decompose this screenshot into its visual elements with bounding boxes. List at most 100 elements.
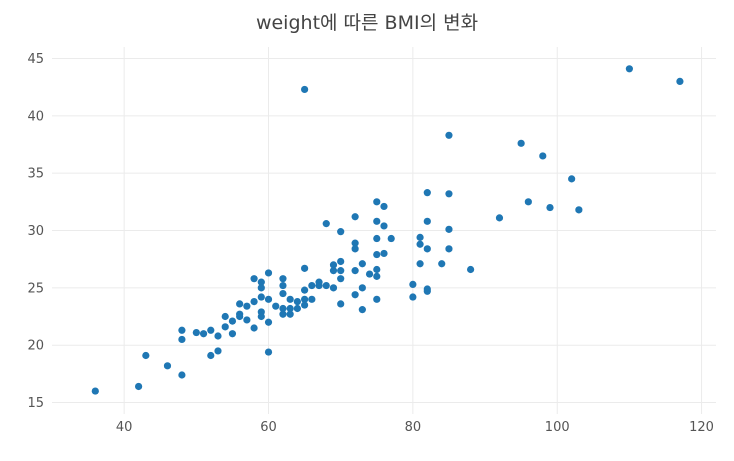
data-point xyxy=(207,351,215,360)
data-point xyxy=(423,245,431,253)
data-point xyxy=(322,281,330,290)
data-point xyxy=(163,362,172,370)
data-point xyxy=(301,295,309,303)
data-point xyxy=(329,261,338,269)
data-point xyxy=(373,265,381,274)
data-point xyxy=(264,295,273,303)
x-tick-label: 120 xyxy=(689,420,714,435)
data-point xyxy=(236,300,244,308)
data-point xyxy=(264,269,273,277)
data-point xyxy=(387,234,395,243)
data-point xyxy=(358,284,366,292)
data-point xyxy=(207,326,215,334)
data-points xyxy=(91,65,684,395)
data-point xyxy=(286,304,294,313)
data-point xyxy=(337,228,345,236)
data-point xyxy=(575,206,583,214)
data-point xyxy=(495,214,504,222)
data-point xyxy=(416,233,424,241)
x-axis-ticks: 40 60 80 100 120 xyxy=(116,420,714,435)
data-point xyxy=(228,330,237,338)
data-point xyxy=(373,295,381,303)
y-tick-label: 30 xyxy=(27,224,44,239)
data-point xyxy=(236,310,244,318)
data-point xyxy=(308,295,316,303)
data-point xyxy=(91,387,99,395)
y-tick-label: 40 xyxy=(27,109,44,124)
data-point xyxy=(358,306,366,314)
data-point xyxy=(192,328,200,337)
data-point xyxy=(322,220,330,228)
data-point xyxy=(178,371,186,379)
data-point xyxy=(625,65,633,73)
data-point xyxy=(257,278,265,286)
data-point xyxy=(409,293,417,301)
data-point xyxy=(257,284,265,292)
x-tick-label: 100 xyxy=(545,420,570,435)
data-point xyxy=(257,293,265,301)
data-point xyxy=(445,245,453,253)
y-tick-label: 25 xyxy=(27,281,44,296)
data-point xyxy=(337,300,345,308)
data-point xyxy=(228,317,237,325)
y-grid xyxy=(52,57,716,404)
data-point xyxy=(365,270,374,278)
data-point xyxy=(373,234,381,243)
y-tick-label: 20 xyxy=(27,339,44,354)
data-point xyxy=(308,281,316,290)
data-point xyxy=(373,198,381,206)
y-tick-label: 45 xyxy=(27,52,44,67)
data-point xyxy=(178,335,186,344)
data-point xyxy=(380,202,388,211)
data-point xyxy=(337,257,345,266)
data-point xyxy=(445,190,453,198)
data-point xyxy=(301,85,309,94)
data-point xyxy=(315,281,323,290)
data-point xyxy=(423,217,431,225)
data-point xyxy=(293,304,301,313)
data-point xyxy=(373,250,381,259)
data-point xyxy=(517,139,525,147)
data-point xyxy=(243,302,251,310)
data-point xyxy=(423,287,431,295)
data-point xyxy=(438,260,446,268)
y-tick-label: 15 xyxy=(27,396,44,411)
data-point xyxy=(199,330,208,338)
y-tick-label: 35 xyxy=(27,167,44,182)
data-point xyxy=(279,289,287,298)
data-point xyxy=(467,265,475,274)
data-point xyxy=(214,332,222,340)
data-point xyxy=(221,323,229,331)
data-point xyxy=(380,222,388,230)
data-point xyxy=(546,203,554,212)
data-point xyxy=(416,260,424,268)
data-point xyxy=(214,347,222,355)
data-point xyxy=(423,189,431,197)
data-point xyxy=(568,175,576,183)
data-point xyxy=(329,267,338,275)
data-point xyxy=(221,312,229,321)
data-point xyxy=(373,217,381,225)
data-point xyxy=(264,318,273,326)
data-point xyxy=(272,302,280,310)
data-point xyxy=(250,298,258,306)
data-point xyxy=(676,77,684,86)
data-point xyxy=(337,267,345,275)
data-point xyxy=(445,225,453,233)
x-tick-label: 40 xyxy=(116,420,133,435)
data-point xyxy=(329,284,338,292)
x-tick-label: 80 xyxy=(405,420,422,435)
data-point xyxy=(301,264,309,272)
data-point xyxy=(524,198,532,206)
data-point xyxy=(264,348,273,356)
data-point xyxy=(380,249,388,258)
data-point xyxy=(250,324,258,332)
data-point xyxy=(351,239,359,247)
data-point xyxy=(351,213,359,221)
data-point xyxy=(257,312,265,321)
data-point xyxy=(250,275,258,283)
data-point xyxy=(301,301,309,309)
data-point xyxy=(243,316,251,324)
